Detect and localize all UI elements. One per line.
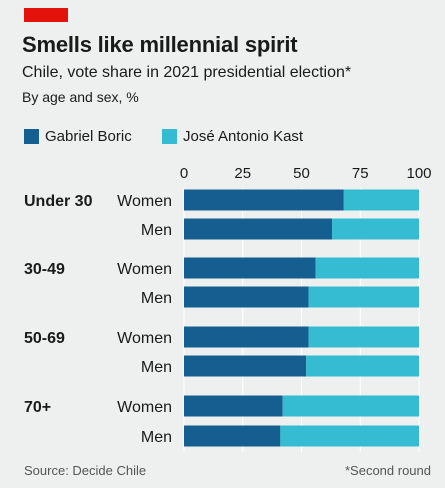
footnote: *Second round	[344, 463, 431, 478]
bar-kast	[282, 395, 419, 417]
bar-kast	[308, 286, 419, 308]
bar-kast	[308, 326, 419, 348]
bar-boric	[184, 355, 307, 377]
x-tick-label: 100	[406, 165, 431, 182]
category-label: Men	[141, 222, 172, 239]
bar-kast	[315, 257, 419, 279]
x-tick-label: 0	[180, 165, 188, 182]
group-label: 50-69	[24, 330, 65, 347]
bar-kast	[343, 189, 419, 211]
bar-boric	[184, 425, 281, 447]
x-tick-label: 50	[293, 165, 310, 182]
bar-boric	[184, 286, 309, 308]
group-label: 30-49	[24, 261, 65, 278]
bar-boric	[184, 257, 316, 279]
category-label: Men	[141, 290, 172, 307]
bar-boric	[184, 189, 344, 211]
legend-swatch-boric	[24, 128, 39, 144]
bar-kast	[306, 355, 419, 377]
chart-unit-note: By age and sex, %	[22, 89, 139, 105]
group-label: Under 30	[24, 193, 93, 210]
brand-red-tag	[24, 8, 68, 22]
legend-swatch-kast	[162, 128, 177, 144]
x-tick-label: 25	[234, 165, 251, 182]
x-tick-label: 75	[352, 165, 369, 182]
chart-subtitle: Chile, vote share in 2021 presidential e…	[22, 64, 352, 81]
category-label: Women	[117, 261, 172, 278]
bar-kast	[332, 218, 419, 240]
legend-item-kast: José Antonio Kast	[162, 126, 303, 146]
group-label: 70+	[24, 399, 51, 416]
category-label: Men	[141, 429, 172, 446]
bar-kast	[280, 425, 419, 447]
legend-label-kast: José Antonio Kast	[183, 127, 304, 145]
bar-boric	[184, 395, 283, 417]
legend-item-boric: Gabriel Boric	[24, 126, 132, 146]
category-label: Women	[117, 330, 172, 347]
chart-title: Smells like millennial spirit	[22, 32, 298, 57]
source-note: Source: Decide Chile	[24, 463, 147, 478]
category-label: Women	[117, 399, 172, 416]
category-label: Women	[117, 193, 172, 210]
legend-label-boric: Gabriel Boric	[45, 127, 132, 145]
bar-boric	[184, 218, 333, 240]
category-label: Men	[141, 359, 172, 376]
bar-boric	[184, 326, 309, 348]
